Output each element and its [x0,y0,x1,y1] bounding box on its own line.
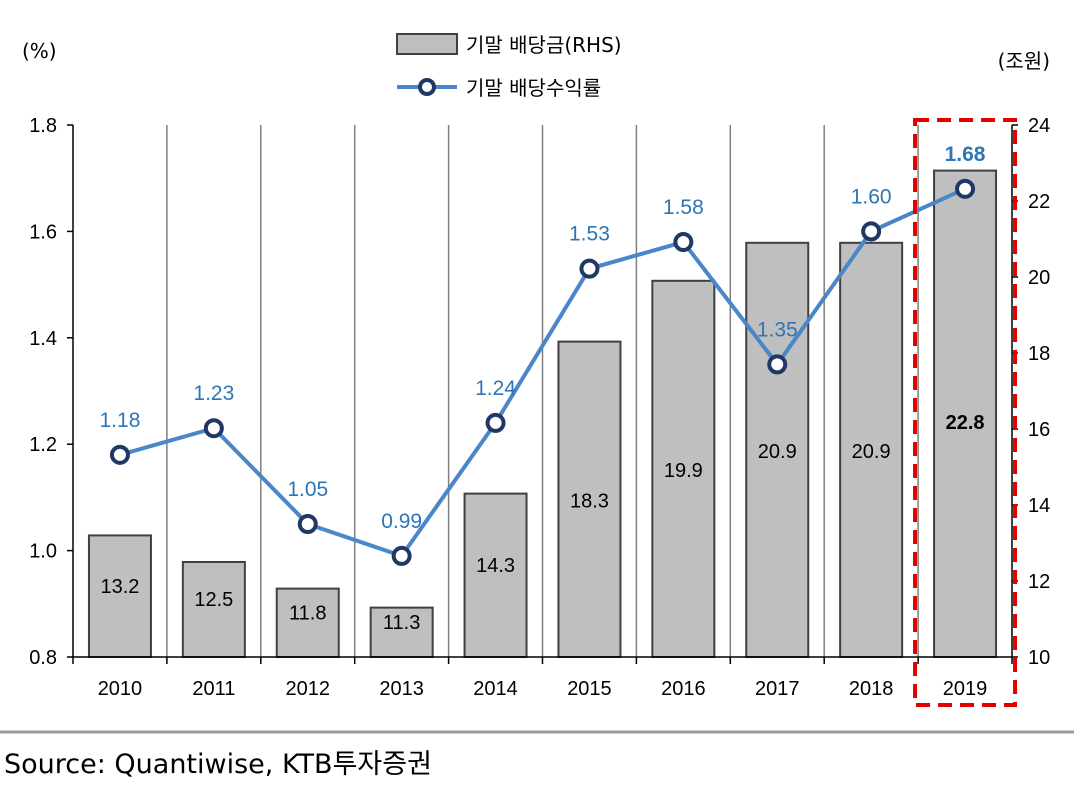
right-tick-label: 18 [1028,343,1050,365]
right-tick-label: 12 [1028,571,1050,593]
x-tick-label: 2012 [286,678,331,700]
yield-value-label: 1.53 [569,223,610,246]
yield-marker-2013 [391,545,412,566]
right-tick-label: 14 [1028,495,1050,517]
left-tick-label: 1.8 [29,115,57,137]
right-tick-label: 24 [1028,115,1050,137]
dividend-chart: 0.8 1.0 1.2 1.4 1.6 1.8 10 12 14 16 18 20 22 24 2010 20… [0,33,1074,734]
legend-line-marker [418,78,436,96]
yield-marker-2014 [485,412,506,433]
yield-marker-2012 [297,514,318,534]
bar-2016 [651,279,716,658]
bar-value-label: 22.8 [946,412,985,434]
yield-marker-2010 [109,444,130,465]
bar-2014 [463,492,528,658]
legend-bar-swatch [396,33,458,55]
legend-bar-label: 기말 배당금(RHS) [466,33,622,57]
yield-marker-2017 [767,354,788,375]
x-tick-label: 2016 [661,678,706,700]
bar-2015 [557,340,622,658]
yield-marker-2019 [955,178,976,199]
yield-marker-2015 [579,258,600,279]
bar-value-label: 11.8 [289,602,326,624]
yield-value-label: 0.99 [381,510,422,533]
yield-value-label: 1.24 [475,377,516,400]
yield-value-label: 1.68 [945,143,986,166]
bar-value-label: 14.3 [476,555,515,577]
left-tick-label: 1.6 [29,221,57,243]
bar-value-label: 18.3 [570,490,609,512]
yield-value-label: 1.05 [287,478,328,501]
left-tick-label: 0.8 [29,647,57,669]
left-tick-label: 1.2 [29,434,57,456]
right-tick-label: 16 [1028,419,1050,441]
x-tick-label: 2019 [943,678,988,700]
source-note: Source: Quantiwise, KTB투자증권 [4,749,432,780]
bar-value-label: 11.3 [383,612,420,634]
right-tick-label: 22 [1028,191,1050,213]
left-tick-label: 1.4 [29,328,57,350]
x-tick-label: 2017 [755,678,800,700]
yield-value-label: 1.18 [100,409,141,432]
left-axis-unit: (%) [22,39,57,63]
yield-value-label: 1.35 [757,318,798,341]
yield-marker-2016 [673,232,694,253]
yield-marker-2011 [203,418,224,439]
right-tick-label: 20 [1028,267,1050,289]
bar-value-label: 13.2 [100,576,139,598]
x-tick-label: 2015 [567,678,612,700]
yield-value-label: 1.60 [851,185,892,208]
bar-2010 [87,534,152,659]
x-tick-label: 2018 [849,678,894,700]
bar-2019 [933,169,998,658]
x-tick-label: 2010 [98,678,143,700]
x-tick-label: 2013 [379,678,424,700]
bar-value-label: 12.5 [194,589,233,611]
highlight-box [913,118,1018,707]
bar-2018 [839,241,904,659]
bar-value-label: 19.9 [664,460,703,482]
yield-value-label: 1.58 [663,196,704,219]
bar-value-label: 20.9 [852,441,891,463]
bar-2011 [181,561,246,658]
right-tick-label: 10 [1028,647,1050,669]
right-axis-unit: (조원) [998,49,1050,73]
bar-value-label: 20.9 [758,441,797,463]
legend-line-label: 기말 배당수익률 [466,76,601,100]
yield-value-label: 1.23 [193,382,234,405]
x-tick-label: 2014 [473,678,518,700]
yield-marker-2018 [861,221,882,242]
x-tick-label: 2011 [192,678,235,700]
bar-2013 [369,606,434,658]
yield-line [119,187,966,559]
left-tick-label: 1.0 [29,541,57,563]
